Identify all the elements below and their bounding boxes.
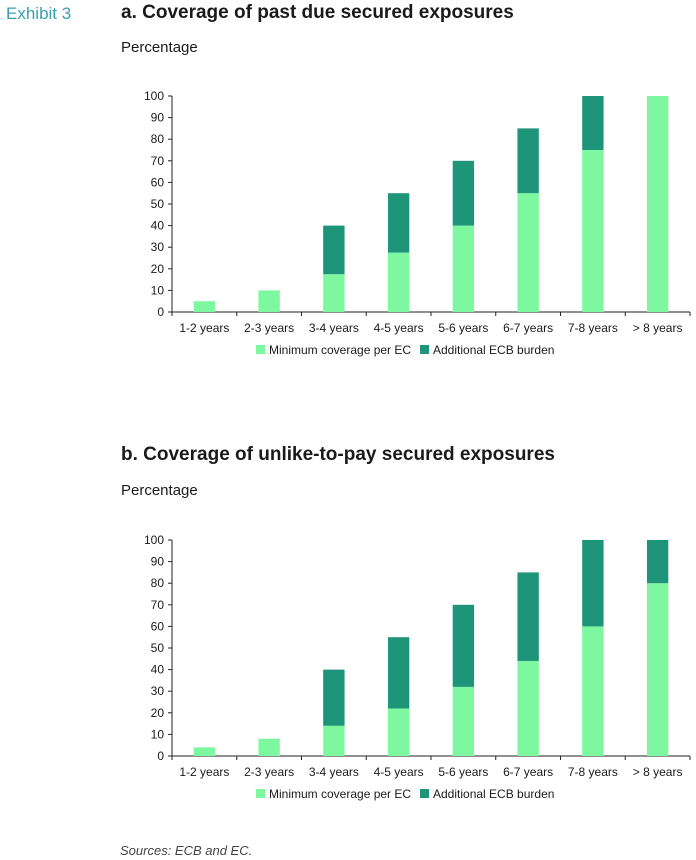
chart-b-category-label: > 8 years — [633, 765, 683, 779]
chart-a-y-tick-label: 100 — [144, 89, 164, 103]
chart-b-category-label: 5-6 years — [438, 765, 488, 779]
chart-b-y-tick-label: 40 — [151, 663, 165, 677]
chart-a-bar-minimum — [387, 252, 410, 312]
chart-b: 0 10 20 30 40 50 60 70 80 90 100 1-2 years 2-3 years… — [144, 533, 691, 801]
chart-a-bar-additional — [517, 128, 539, 194]
chart-a-category-label: 2-3 years — [244, 321, 294, 335]
chart-b-bar-additional — [387, 637, 410, 709]
chart-a-bar-minimum — [452, 225, 475, 312]
chart-a-bar-additional — [582, 96, 604, 150]
chart-b-y-tick-label: 20 — [151, 706, 165, 720]
chart-a-legend-swatch — [256, 345, 265, 354]
chart-a-y-tick-label: 10 — [151, 283, 165, 297]
chart-b-legend-swatch — [420, 789, 429, 798]
chart-a-y-tick-label: 40 — [151, 219, 165, 233]
chart-a-category-label: 6-7 years — [503, 321, 553, 335]
chart-a-ylabel: Percentage — [121, 39, 198, 56]
chart-b-category-label: 7-8 years — [568, 765, 618, 779]
chart-b-category-label: 3-4 years — [309, 765, 359, 779]
chart-b-y-tick-label: 100 — [144, 533, 164, 547]
chart-b-bar-minimum — [582, 626, 604, 756]
chart-a-bar-additional — [387, 193, 410, 253]
chart-a-category-label: 5-6 years — [438, 321, 488, 335]
chart-a-category-label: > 8 years — [633, 321, 683, 335]
chart-a-y-tick-label: 90 — [151, 111, 165, 125]
chart-a-y-tick-label: 50 — [151, 197, 165, 211]
chart-b-y-tick-label: 60 — [151, 619, 165, 633]
chart-a-category-label: 1-2 years — [179, 321, 229, 335]
chart-b-bar-minimum — [387, 708, 410, 756]
chart-b-y-tick-label: 90 — [151, 555, 165, 569]
chart-a-category-label: 3-4 years — [309, 321, 359, 335]
chart-b-bar-minimum — [517, 660, 539, 756]
chart-a-legend-swatch — [420, 345, 429, 354]
chart-b-bar-minimum — [193, 747, 216, 756]
chart-b-y-tick-label: 50 — [151, 641, 165, 655]
chart-b-y-tick-label: 70 — [151, 598, 165, 612]
exhibit-label: Exhibit 3 — [6, 4, 72, 23]
chart-a-bar-minimum — [582, 150, 604, 312]
chart-b-bar-additional — [646, 540, 669, 584]
chart-b-bar-additional — [323, 669, 345, 726]
chart-a-y-tick-label: 70 — [151, 154, 165, 168]
chart-a-bar-minimum — [258, 290, 280, 312]
chart-b-bar-minimum — [258, 738, 280, 756]
chart-b-category-label: 6-7 years — [503, 765, 553, 779]
chart-a-bar-minimum — [323, 274, 345, 312]
chart-b-y-tick-label: 30 — [151, 684, 165, 698]
chart-b-legend-swatch — [256, 789, 265, 798]
source-note: Sources: ECB and EC. — [120, 843, 253, 858]
chart-a-bar-additional — [452, 160, 475, 226]
chart-a-bar-minimum — [193, 301, 216, 312]
chart-a: 0 10 20 30 40 50 60 70 80 90 100 1-2 years 2-3 years… — [144, 89, 691, 357]
chart-b-category-label: 2-3 years — [244, 765, 294, 779]
chart-a-y-tick-label: 80 — [151, 132, 165, 146]
chart-a-legend-label: Minimum coverage per EC — [269, 343, 411, 357]
chart-b-bar-minimum — [646, 583, 669, 756]
chart-a-y-tick-label: 30 — [151, 240, 165, 254]
chart-a-legend-label: Additional ECB burden — [433, 343, 554, 357]
chart-a-y-tick-label: 60 — [151, 175, 165, 189]
chart-b-bar-minimum — [323, 725, 345, 756]
chart-a-bar-additional — [323, 225, 345, 275]
chart-b-category-label: 1-2 years — [179, 765, 229, 779]
chart-a-title: a. Coverage of past due secured exposure… — [121, 2, 514, 23]
chart-a-y-tick-label: 20 — [151, 262, 165, 276]
chart-b-bar-additional — [452, 604, 475, 687]
chart-b-bar-minimum — [452, 686, 475, 756]
chart-b-title: b. Coverage of unlike-to-pay secured exp… — [121, 444, 555, 465]
chart-b-ylabel: Percentage — [121, 482, 198, 499]
chart-a-category-label: 4-5 years — [374, 321, 424, 335]
chart-b-y-tick-label: 0 — [157, 749, 164, 763]
chart-a-category-label: 7-8 years — [568, 321, 618, 335]
chart-a-bar-minimum — [517, 193, 539, 312]
chart-a-bar-minimum — [646, 96, 669, 312]
chart-b-legend-label: Additional ECB burden — [433, 787, 554, 801]
chart-a-y-tick-label: 0 — [157, 305, 164, 319]
chart-b-y-tick-label: 80 — [151, 576, 165, 590]
chart-b-legend-label: Minimum coverage per EC — [269, 787, 411, 801]
chart-b-bar-additional — [517, 572, 539, 661]
chart-b-bar-additional — [582, 540, 604, 627]
chart-b-y-tick-label: 10 — [151, 727, 165, 741]
chart-b-category-label: 4-5 years — [374, 765, 424, 779]
